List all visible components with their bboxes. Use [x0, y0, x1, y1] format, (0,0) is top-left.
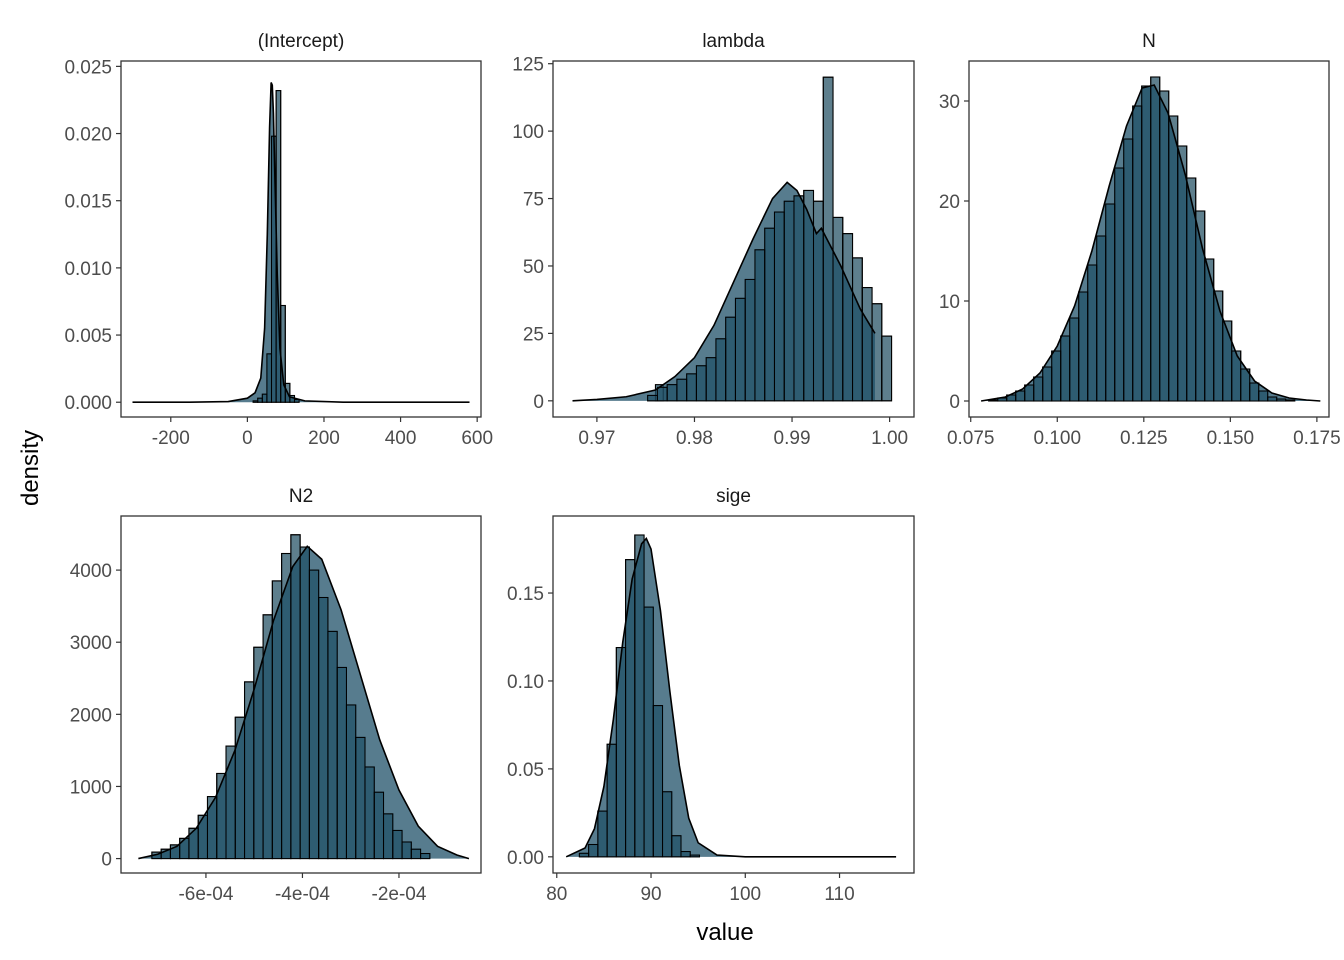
y-axis-title: density: [17, 430, 44, 506]
density-area: [132, 82, 470, 403]
panel-title: lambda: [702, 31, 765, 52]
x-tick-label: 110: [824, 884, 854, 905]
panel-2: lambda 0 25 50 75 100 125 0.97 0.98 0.99 1.00: [512, 31, 915, 449]
panel-marks: [565, 534, 897, 858]
density-line: [132, 82, 470, 404]
histogram-bar-outline: [284, 382, 291, 403]
density-line: [572, 181, 876, 402]
x-tick-label: 0.100: [1033, 428, 1081, 449]
panel-title: N: [1142, 31, 1156, 52]
y-tick-label: 125: [512, 55, 544, 76]
panel-title: sige: [716, 486, 751, 507]
y-tick-label: 30: [939, 92, 960, 113]
histogram-bar-outline: [652, 705, 664, 858]
panel-marks: [132, 82, 470, 404]
x-tick-label: 1.00: [871, 428, 908, 449]
panel-marks: [138, 534, 470, 860]
y-tick-label: 25: [523, 324, 544, 345]
y-tick-label: 0.000: [64, 393, 112, 414]
panel-border: [120, 60, 482, 418]
x-tick-label: 0.125: [1120, 428, 1168, 449]
x-tick-label: 0.97: [578, 428, 615, 449]
y-tick-label: 0.10: [507, 672, 544, 693]
x-tick-label: 0.075: [947, 428, 995, 449]
x-axis-title: value: [696, 919, 753, 946]
y-tick-label: 100: [512, 122, 544, 143]
y-tick-label: 0: [533, 392, 544, 413]
y-tick-label: 0.010: [64, 259, 112, 280]
histogram-bar-outline: [1258, 390, 1269, 402]
density-line: [565, 537, 897, 858]
density-area: [138, 546, 469, 859]
y-tick-label: 0.020: [64, 125, 112, 146]
panel-4: N2 0 1000 2000 3000 4000 -6e-04 -4e-04 -2e-04: [70, 486, 482, 905]
x-tick-label: 100: [729, 884, 761, 905]
x-tick-label: -2e-04: [372, 884, 427, 905]
y-tick-label: 0: [101, 850, 112, 871]
y-tick-label: 4000: [70, 561, 112, 582]
histogram-bar-outline: [420, 853, 431, 860]
panel-title: (Intercept): [258, 31, 345, 52]
y-tick-label: 3000: [70, 633, 112, 654]
x-tick-label: 0.175: [1293, 428, 1341, 449]
y-tick-label: 20: [939, 192, 960, 213]
x-tick-label: -6e-04: [178, 884, 233, 905]
x-tick-label: 0.99: [774, 428, 811, 449]
y-tick-label: 0.05: [507, 760, 544, 781]
panel-border: [120, 515, 482, 874]
x-tick-label: -200: [152, 428, 190, 449]
panels: (Intercept)0.0000.0050.0100.0150.0200.02…: [64, 31, 1340, 905]
y-tick-label: 2000: [70, 705, 112, 726]
density-area: [572, 182, 875, 401]
y-tick-label: 50: [523, 257, 544, 278]
x-tick-label: 80: [546, 884, 567, 905]
histogram-bar-outline: [662, 791, 673, 858]
panel-border: [968, 60, 1330, 418]
panel-3: N 0 10 20 30 0.075 0.100 0.125 0.150 0.175: [939, 31, 1341, 449]
histogram-bar-outline: [671, 835, 682, 858]
x-tick-label: 200: [308, 428, 340, 449]
x-tick-label: 600: [461, 428, 493, 449]
panel-border: [552, 515, 915, 874]
x-tick-label: 0: [242, 428, 253, 449]
x-tick-label: -4e-04: [275, 884, 330, 905]
panel-title: N2: [289, 486, 313, 507]
density-line: [980, 84, 1321, 402]
x-tick-label: 0.150: [1207, 428, 1255, 449]
density-area: [566, 538, 897, 857]
histogram-bar: [881, 335, 893, 402]
x-tick-label: 90: [640, 884, 661, 905]
histogram-bar-outline: [680, 851, 691, 858]
density-line: [138, 545, 470, 860]
y-tick-label: 0.015: [64, 192, 112, 213]
y-tick-label: 0.025: [64, 57, 112, 78]
y-tick-label: 0.15: [507, 584, 544, 605]
x-tick-label: 0.98: [676, 428, 713, 449]
y-tick-label: 75: [523, 190, 544, 211]
panel-border: [552, 60, 915, 418]
panel-marks: [572, 76, 893, 402]
panel-1: (Intercept) 0.000 0.005 0.010 0.015 0.020 0.02…: [64, 31, 493, 449]
y-tick-label: 0.00: [507, 848, 544, 869]
y-tick-label: 0: [949, 392, 960, 413]
panel-5: sige 0.00 0.05 0.10 0.15 80 90 100 110: [507, 486, 915, 905]
y-tick-label: 10: [939, 292, 960, 313]
y-tick-label: 1000: [70, 777, 112, 798]
y-tick-label: 0.005: [64, 326, 112, 347]
histogram-bar-outline: [1285, 399, 1296, 402]
histogram-bar-outline: [881, 335, 893, 402]
histogram-bar-outline: [689, 854, 700, 858]
panel-marks: [980, 76, 1321, 402]
x-tick-label: 400: [385, 428, 417, 449]
